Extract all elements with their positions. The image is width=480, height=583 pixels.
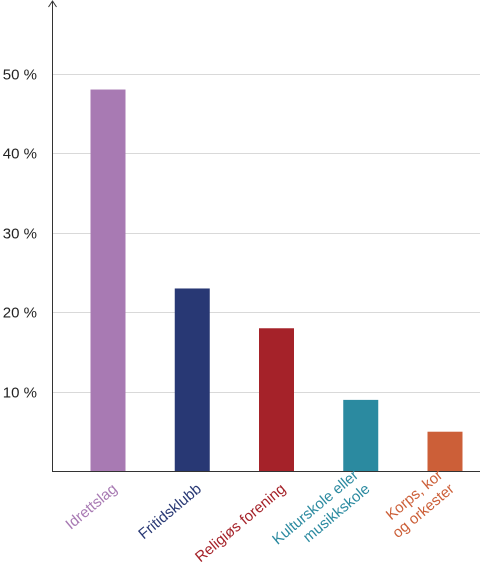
y-tick-labels: 10 % 20 % 30 % 40 % 50 % [3,67,37,402]
bar [259,328,294,472]
bar [427,431,463,472]
bars [90,89,463,472]
x-category-label: Religiøs forening [192,480,289,565]
bar [174,288,210,472]
y-tick-label: 30 % [3,226,37,243]
y-axis-arrow [48,0,57,8]
y-tick-label: 10 % [3,385,37,402]
axes [48,0,480,472]
x-category-label-line: Fritidsklubb [135,480,205,542]
x-category-label: Fritidsklubb [135,480,205,542]
y-tick-label: 50 % [3,67,37,84]
x-category-label-line: Religiøs forening [192,480,289,565]
x-category-label: Idrettslag [62,480,120,533]
y-tick-label: 40 % [3,146,37,163]
y-tick-label: 20 % [3,305,37,322]
bar [343,399,379,472]
x-category-label-line: Idrettslag [62,480,120,533]
bar [90,89,126,472]
